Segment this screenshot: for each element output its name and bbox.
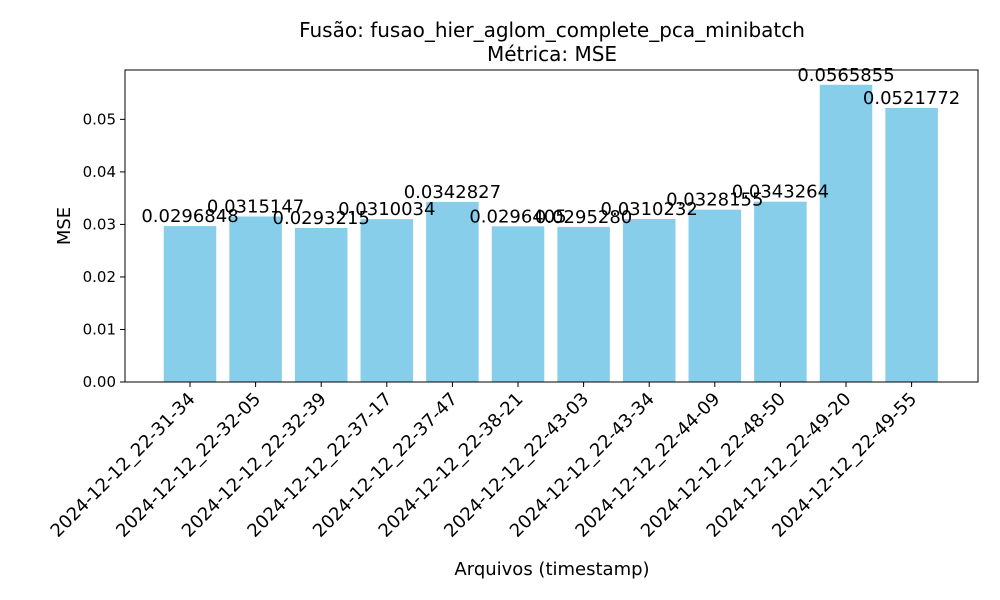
y-tick-label: 0.02 [83,268,116,286]
bar-value-label: 0.0295280 [535,207,632,228]
plot-frame [124,69,979,383]
bar-value-label: 0.0565855 [797,65,894,86]
bar [754,201,807,382]
bar [557,226,610,382]
bar-value-label: 0.0342827 [404,182,501,203]
bar [426,201,479,382]
bar-value-label: 0.0296405 [469,206,566,227]
bar [622,219,676,382]
bars-group [163,84,938,382]
bar [819,84,873,382]
chart-title-line2: Métrica: MSE [487,42,617,66]
bar [294,227,348,382]
bar [229,216,282,382]
bar-value-label: 0.0293215 [273,208,370,229]
x-axis: 2024-12-12_22-31-342024-12-12_22-32-0520… [47,382,921,542]
y-tick-label: 0.04 [83,163,116,181]
bar [688,209,742,382]
bar-value-label: 0.0521772 [863,88,960,109]
data-labels-group: 0.02968480.03151470.02932150.03100340.03… [141,65,960,229]
bar [163,226,217,382]
y-axis-label: MSE [54,207,75,245]
bar-value-label: 0.0315147 [207,196,304,217]
bar-value-label: 0.0328155 [666,190,763,211]
bar-value-label: 0.0310232 [601,199,698,220]
bar-value-label: 0.0343264 [732,182,829,203]
bar [885,107,938,382]
y-axis: 0.00 0.01 0.02 0.03 0.04 0.05 [83,110,125,391]
y-tick-label: 0.05 [83,110,116,128]
bar-value-label: 0.0296848 [141,206,238,227]
bar-value-label: 0.0310034 [338,199,435,220]
y-tick-label: 0.03 [83,215,116,233]
x-axis-label: Arquivos (timestamp) [454,559,649,580]
y-tick-label: 0.01 [83,320,116,338]
bar [360,219,414,382]
bar [491,226,545,382]
chart-title-line1: Fusão: fusao_hier_aglom_complete_pca_min… [299,18,805,42]
y-tick-label: 0.00 [83,373,116,391]
